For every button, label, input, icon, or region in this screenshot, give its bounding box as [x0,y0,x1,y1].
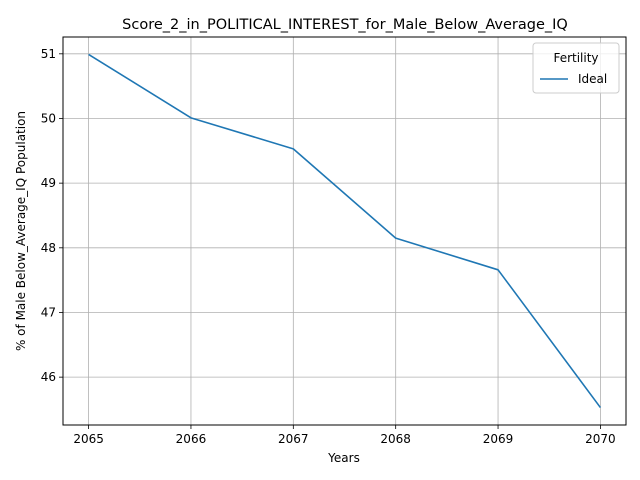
series-line-0 [88,53,602,409]
x-tick-label: 2066 [176,432,207,446]
y-tick-label: 46 [41,370,56,384]
y-tick-label: 48 [41,241,56,255]
grid [63,37,626,425]
y-tick-label: 49 [41,176,56,190]
x-tick-label: 2067 [278,432,309,446]
x-axis: 2065 2066 2067 2068 2069 2070 [73,425,616,446]
axes-frame [62,36,627,426]
legend[interactable]: Fertility Ideal [532,42,620,94]
legend-box [532,42,620,94]
y-tick-label: 51 [41,47,56,61]
y-axis: 46 47 48 49 50 51 [41,47,63,384]
y-tick-label: 47 [41,305,56,319]
legend-label: Ideal [578,72,607,86]
x-tick-label: 2069 [483,432,514,446]
y-axis-label: % of Male Below_Average_IQ Population [14,111,28,351]
x-tick-label: 2068 [380,432,411,446]
chart-title: Score_2_in_POLITICAL_INTEREST_for_Male_B… [122,17,568,33]
x-tick-label: 2065 [73,432,104,446]
y-tick-label: 50 [41,111,56,125]
plot-area [88,53,602,409]
x-axis-label: Years [327,451,360,465]
x-tick-label: 2070 [585,432,616,446]
legend-title: Fertility [553,51,598,65]
